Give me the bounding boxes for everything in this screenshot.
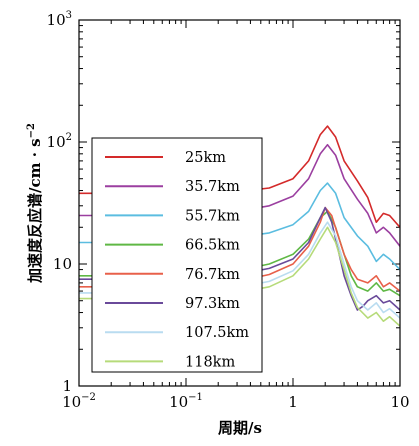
x-tick-label-base: 10	[390, 393, 409, 411]
x-axis-title: 周期/s	[218, 419, 262, 437]
x-tick-label: 1	[288, 393, 298, 411]
x-tick-label-base: 1	[288, 393, 298, 411]
y-axis-title-text: 加速度反应谱/cm · s	[26, 138, 44, 284]
legend-label: 55.7km	[185, 208, 240, 224]
y-tick-label-exp: 3	[66, 10, 72, 21]
x-tick-label: 10	[390, 393, 409, 411]
x-tick-label: 10−1	[169, 392, 203, 411]
legend-label: 76.7km	[185, 267, 240, 283]
y-tick-label-base: 1	[62, 377, 72, 395]
legend-label: 66.5km	[185, 238, 240, 254]
x-tick-label: 10−2	[62, 392, 96, 411]
y-tick-label: 103	[47, 10, 72, 29]
x-tick-label-base: 10	[62, 393, 81, 411]
y-tick-label-base: 10	[53, 255, 72, 273]
legend-label: 107.5km	[185, 325, 249, 341]
y-tick-label-base: 10	[47, 133, 66, 151]
legend: 25km 35.7km 55.7km 66.5km 76.7km 97.3km 107.5k…	[91, 137, 263, 373]
axis-ticks	[78, 20, 400, 387]
x-tick-label-exp: −1	[188, 392, 203, 403]
legend-label: 25km	[185, 150, 226, 166]
y-tick-label: 102	[47, 132, 72, 151]
y-tick-label: 1	[62, 377, 72, 395]
legend-label: 35.7km	[185, 179, 240, 195]
legend-label: 97.3km	[185, 296, 240, 312]
y-tick-label-exp: 2	[66, 132, 72, 143]
y-tick-label-base: 10	[47, 11, 66, 29]
x-tick-label-base: 10	[169, 393, 188, 411]
legend-label: 118km	[185, 354, 235, 370]
plot-frame	[78, 19, 401, 387]
x-tick-label-exp: −2	[81, 392, 96, 403]
y-axis-title-exponent: −2	[26, 123, 37, 138]
y-tick-label: 10	[53, 255, 72, 273]
y-axis-title: 加速度反应谱/cm · s−2	[26, 123, 44, 284]
